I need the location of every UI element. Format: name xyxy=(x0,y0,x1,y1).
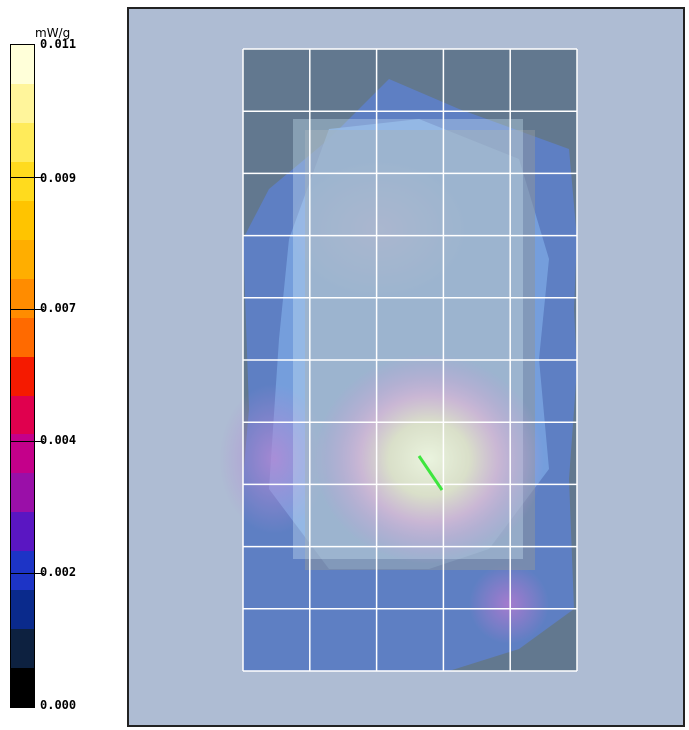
legend-tick-label: 0.007 xyxy=(40,301,77,315)
legend-tick-label: 0.009 xyxy=(40,171,77,185)
color-swatch xyxy=(11,629,34,669)
color-swatch xyxy=(11,45,34,84)
color-swatch xyxy=(11,668,34,708)
legend-tick-label: 0.011 xyxy=(40,37,77,51)
color-swatch xyxy=(11,551,34,591)
color-swatch xyxy=(11,239,34,279)
color-swatch xyxy=(11,200,34,240)
color-scale-bar xyxy=(10,44,35,708)
color-swatch xyxy=(11,317,34,357)
color-swatch xyxy=(11,122,34,162)
lower-edge-hotspot xyxy=(469,564,549,644)
legend-tick-mark xyxy=(10,177,44,178)
legend-tick-label: 0.000 xyxy=(40,698,77,712)
color-swatch xyxy=(11,590,34,630)
sar-heatmap-svg xyxy=(219,48,578,672)
color-swatch xyxy=(11,395,34,435)
legend-tick-mark xyxy=(10,441,44,442)
color-scale-legend: mW/g 0.011 0.009 0.007 0.004 0.002 0.000 xyxy=(0,0,120,730)
color-swatch xyxy=(11,473,34,513)
color-swatch xyxy=(11,161,34,201)
antenna-feed-marker xyxy=(417,455,444,491)
legend-tick-mark xyxy=(10,309,44,310)
color-swatch xyxy=(11,356,34,396)
legend-tick-label: 0.002 xyxy=(40,565,77,579)
legend-units-label: mW/g xyxy=(35,26,71,40)
color-swatch xyxy=(11,434,34,474)
measurement-grid xyxy=(242,48,578,672)
legend-tick-label: 0.004 xyxy=(40,433,77,447)
color-swatch xyxy=(11,278,34,318)
peak-hotspot xyxy=(314,354,544,564)
sar-distribution-plot xyxy=(127,7,685,727)
legend-tick-mark xyxy=(10,573,44,574)
color-swatch xyxy=(11,83,34,123)
color-swatch xyxy=(11,512,34,552)
